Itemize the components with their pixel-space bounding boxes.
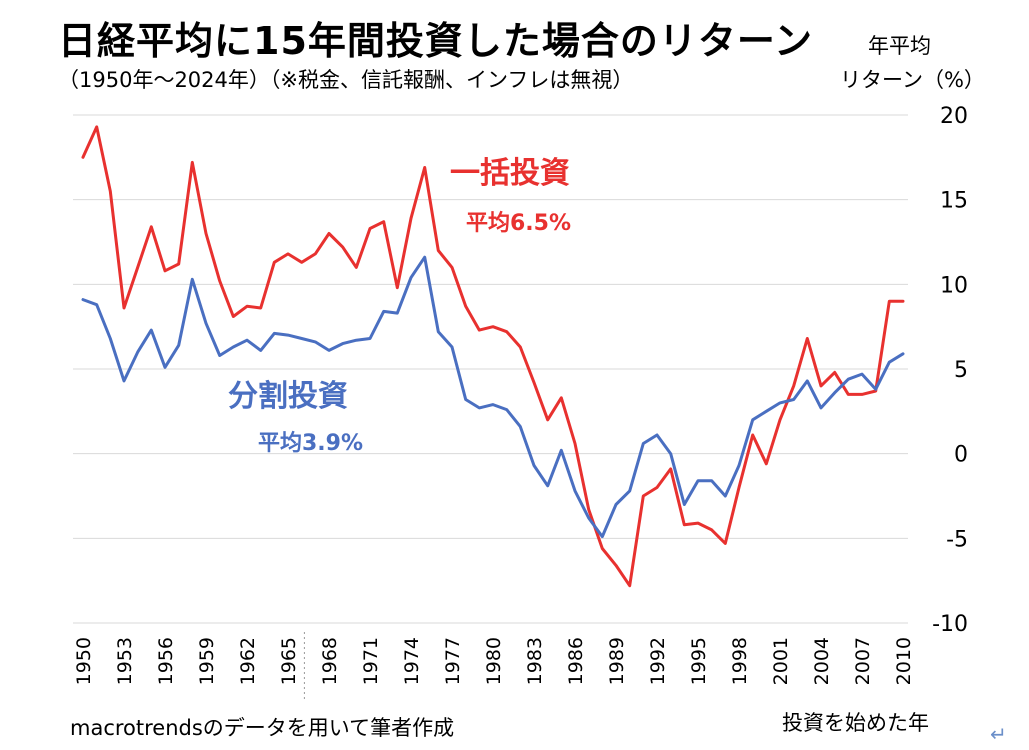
x-tick-label: 1980 <box>483 637 505 685</box>
series-lines <box>81 125 905 588</box>
series-annotations: 一括投資 平均6.5% 分割投資 平均3.9% <box>228 156 571 456</box>
y-tick-label: 15 <box>940 189 968 214</box>
x-tick-label: 1983 <box>524 637 546 685</box>
x-tick-label: 1986 <box>565 637 587 685</box>
lump-sum-average-annotation: 平均6.5% <box>466 210 571 236</box>
x-tick-label: 1974 <box>401 637 423 685</box>
dca-series-line <box>81 255 905 539</box>
y-tick-label: -5 <box>946 527 968 552</box>
y-tick-label: 20 <box>940 104 968 129</box>
x-tick-label: 2010 <box>893 637 915 685</box>
x-tick-label: 1977 <box>442 637 464 685</box>
y-tick-label: 10 <box>940 273 968 298</box>
x-axis-ticks: 1950 1953 1956 1959 1962 1965 1968 1971 1974 1977… <box>73 632 915 700</box>
gridlines <box>73 114 908 624</box>
x-tick-label: 1989 <box>606 637 628 685</box>
x-tick-label: 1998 <box>729 637 751 685</box>
x-tick-label: 2007 <box>852 637 874 685</box>
y-axis-ticks: 20 15 10 5 0 -5 -10 <box>932 104 968 637</box>
x-tick-label: 1968 <box>319 637 341 685</box>
dca-average-annotation: 平均3.9% <box>258 430 363 456</box>
x-tick-label: 1971 <box>360 637 382 685</box>
lump-sum-series-line <box>81 125 905 588</box>
x-tick-label: 1965 <box>278 637 300 685</box>
y-tick-label: -10 <box>932 612 968 637</box>
y-tick-label: 5 <box>954 358 968 383</box>
x-tick-label: 1992 <box>647 637 669 685</box>
x-axis-label: 投資を始めた年 <box>782 711 929 735</box>
x-tick-label: 2001 <box>770 637 792 685</box>
x-tick-label: 1953 <box>114 637 136 685</box>
dca-annotation: 分割投資 <box>228 379 348 414</box>
y-axis-label-line1: 年平均 <box>868 34 931 58</box>
lump-sum-annotation: 一括投資 <box>450 156 570 191</box>
x-tick-label: 1950 <box>73 637 95 685</box>
x-tick-label: 2004 <box>811 637 833 685</box>
x-tick-label: 1962 <box>237 637 259 685</box>
y-tick-label: 0 <box>954 443 968 468</box>
y-axis-label-line2: リターン（%） <box>840 68 985 92</box>
source-note: macrotrendsのデータを用いて筆者作成 <box>70 716 455 740</box>
x-tick-label: 1956 <box>155 637 177 685</box>
return-arrow-icon: ↵ <box>990 722 1007 746</box>
chart-subtitle: （1950年〜2024年）（※税金、信託報酬、インフレは無視） <box>58 68 634 92</box>
x-tick-label: 1959 <box>196 637 218 685</box>
x-tick-label: 1995 <box>688 637 710 685</box>
chart-title: 日経平均に15年間投資した場合のリターン <box>58 19 813 63</box>
